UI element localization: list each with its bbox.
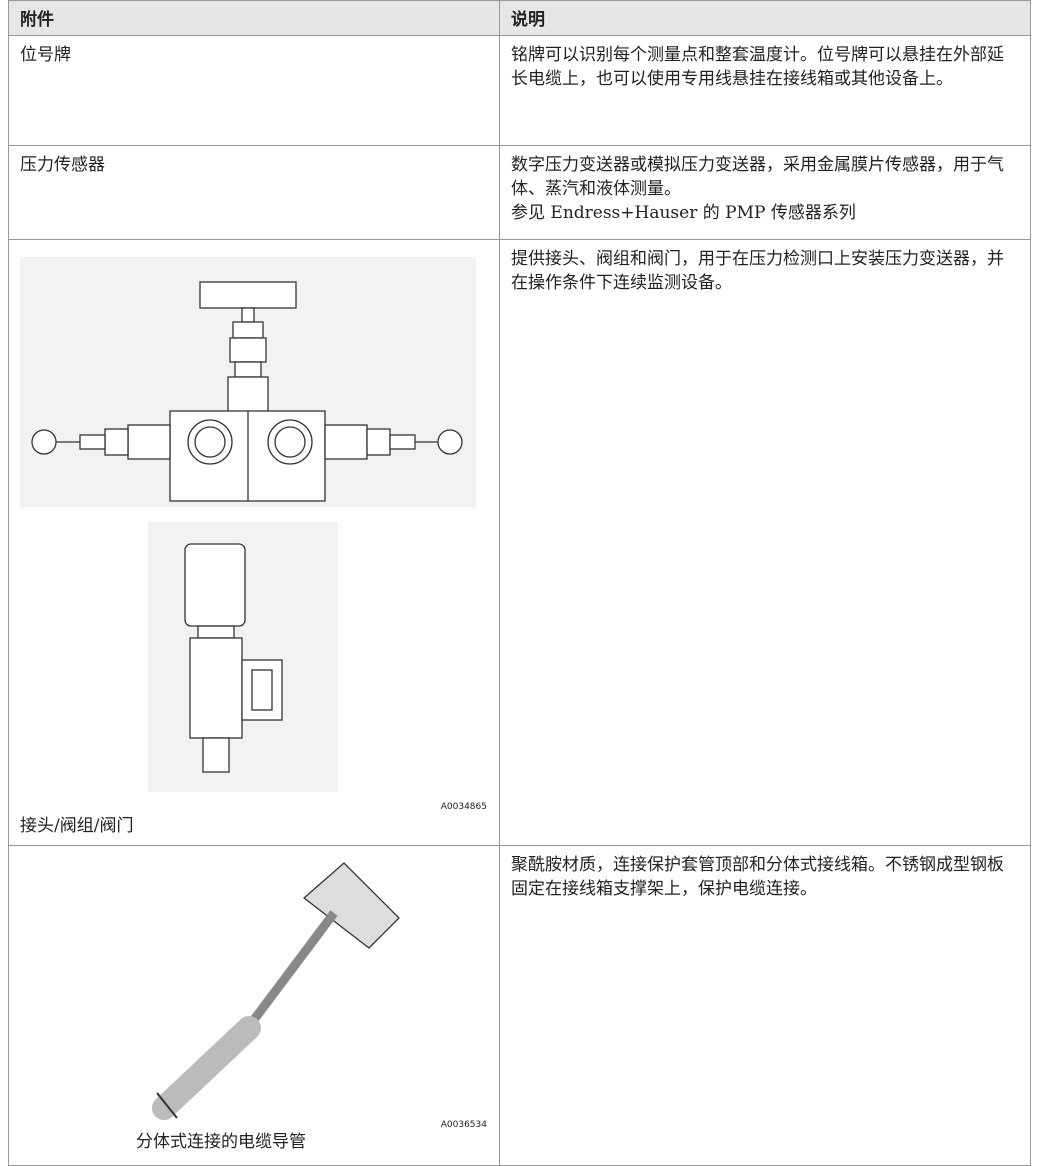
figure-code: A0036534: [440, 1120, 487, 1130]
description: 聚酰胺材质，连接保护套管顶部和分体式接线箱。不锈钢成型钢板固定在接线箱支撑架上，…: [511, 855, 1004, 899]
description-cell: 数字压力变送器或模拟压力变送器，采用金属膜片传感器，用于气体、蒸汽和液体测量。 …: [500, 146, 1031, 240]
figure-code: A0034865: [440, 802, 487, 812]
valve-illustration: [148, 522, 338, 792]
item-cell: 压力传感器: [8, 146, 500, 240]
header-cell: 说明: [500, 0, 1031, 36]
description-cell: 提供接头、阀组和阀门，用于在压力检测口上安装压力变送器，并在操作条件下连续监测设…: [500, 240, 1031, 846]
item-caption: 接头/阀组/阀门: [20, 816, 134, 836]
description-cell: 铭牌可以识别每个测量点和整套温度计。位号牌可以悬挂在外部延长电缆上，也可以使用专…: [500, 36, 1031, 146]
description: 铭牌可以识别每个测量点和整套温度计。位号牌可以悬挂在外部延长电缆上，也可以使用专…: [511, 45, 1004, 89]
description: 参见 Endress+Hauser 的 PMP 传感器系列: [511, 203, 856, 223]
description-cell: 聚酰胺材质，连接保护套管顶部和分体式接线箱。不锈钢成型钢板固定在接线箱支撑架上，…: [500, 846, 1031, 1166]
item-cell: 位号牌: [8, 36, 500, 146]
item-cell: A0034865 接头/阀组/阀门: [8, 240, 500, 846]
conduit-illustration: [152, 862, 400, 1120]
description: 提供接头、阀组和阀门，用于在压力检测口上安装压力变送器，并在操作条件下连续监测设…: [511, 249, 1004, 293]
item-caption: 分体式连接的电缆导管: [136, 1132, 306, 1152]
description: 数字压力变送器或模拟压力变送器，采用金属膜片传感器，用于气体、蒸汽和液体测量。: [511, 155, 1004, 199]
header-cell: 附件: [8, 0, 500, 36]
item-cell: A0036534 分体式连接的电缆导管: [8, 846, 500, 1166]
manifold-illustration: [20, 257, 476, 507]
